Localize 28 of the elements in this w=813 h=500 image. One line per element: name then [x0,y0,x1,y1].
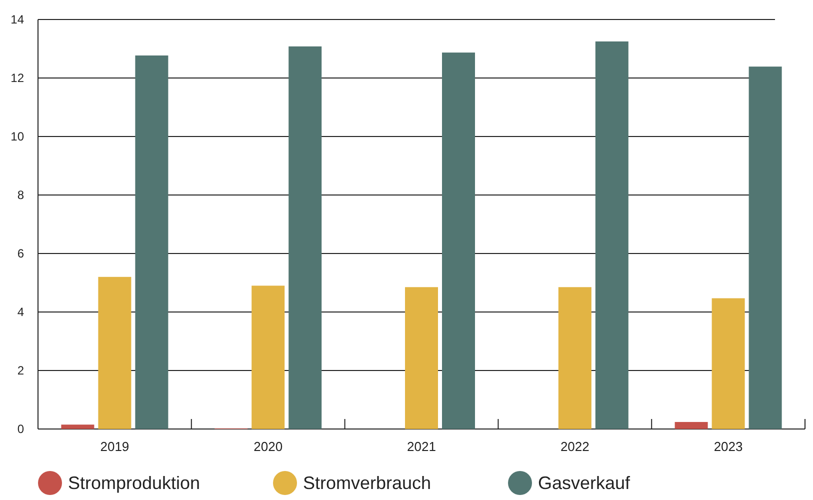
x-tick-label: 2022 [560,439,590,454]
bar [135,55,168,429]
y-tick-label: 10 [10,130,24,144]
x-tick-label: 2020 [254,439,283,454]
legend-label: Stromverbrauch [303,473,432,493]
y-tick-label: 12 [10,71,24,85]
bar [595,41,628,429]
y-tick-label: 6 [17,246,24,260]
bar [252,286,285,429]
bar [442,52,475,429]
y-tick-label: 4 [17,305,24,319]
x-tick-label: 2019 [100,439,130,454]
y-tick-label: 2 [17,364,24,378]
bar [748,66,782,429]
legend-label: Stromproduktion [68,473,200,493]
bar [61,424,94,429]
bar [98,276,132,429]
x-tick-label: 2023 [714,439,743,454]
y-tick-label: 8 [17,188,24,202]
bar [288,46,322,429]
legend-label: Gasverkauf [538,473,632,493]
x-tick-label: 2021 [407,439,436,454]
bar [405,287,438,429]
bar [558,287,592,429]
y-tick-label: 0 [17,422,24,436]
y-tick-label: 14 [10,12,24,26]
bar [712,298,745,429]
bar [674,422,708,429]
